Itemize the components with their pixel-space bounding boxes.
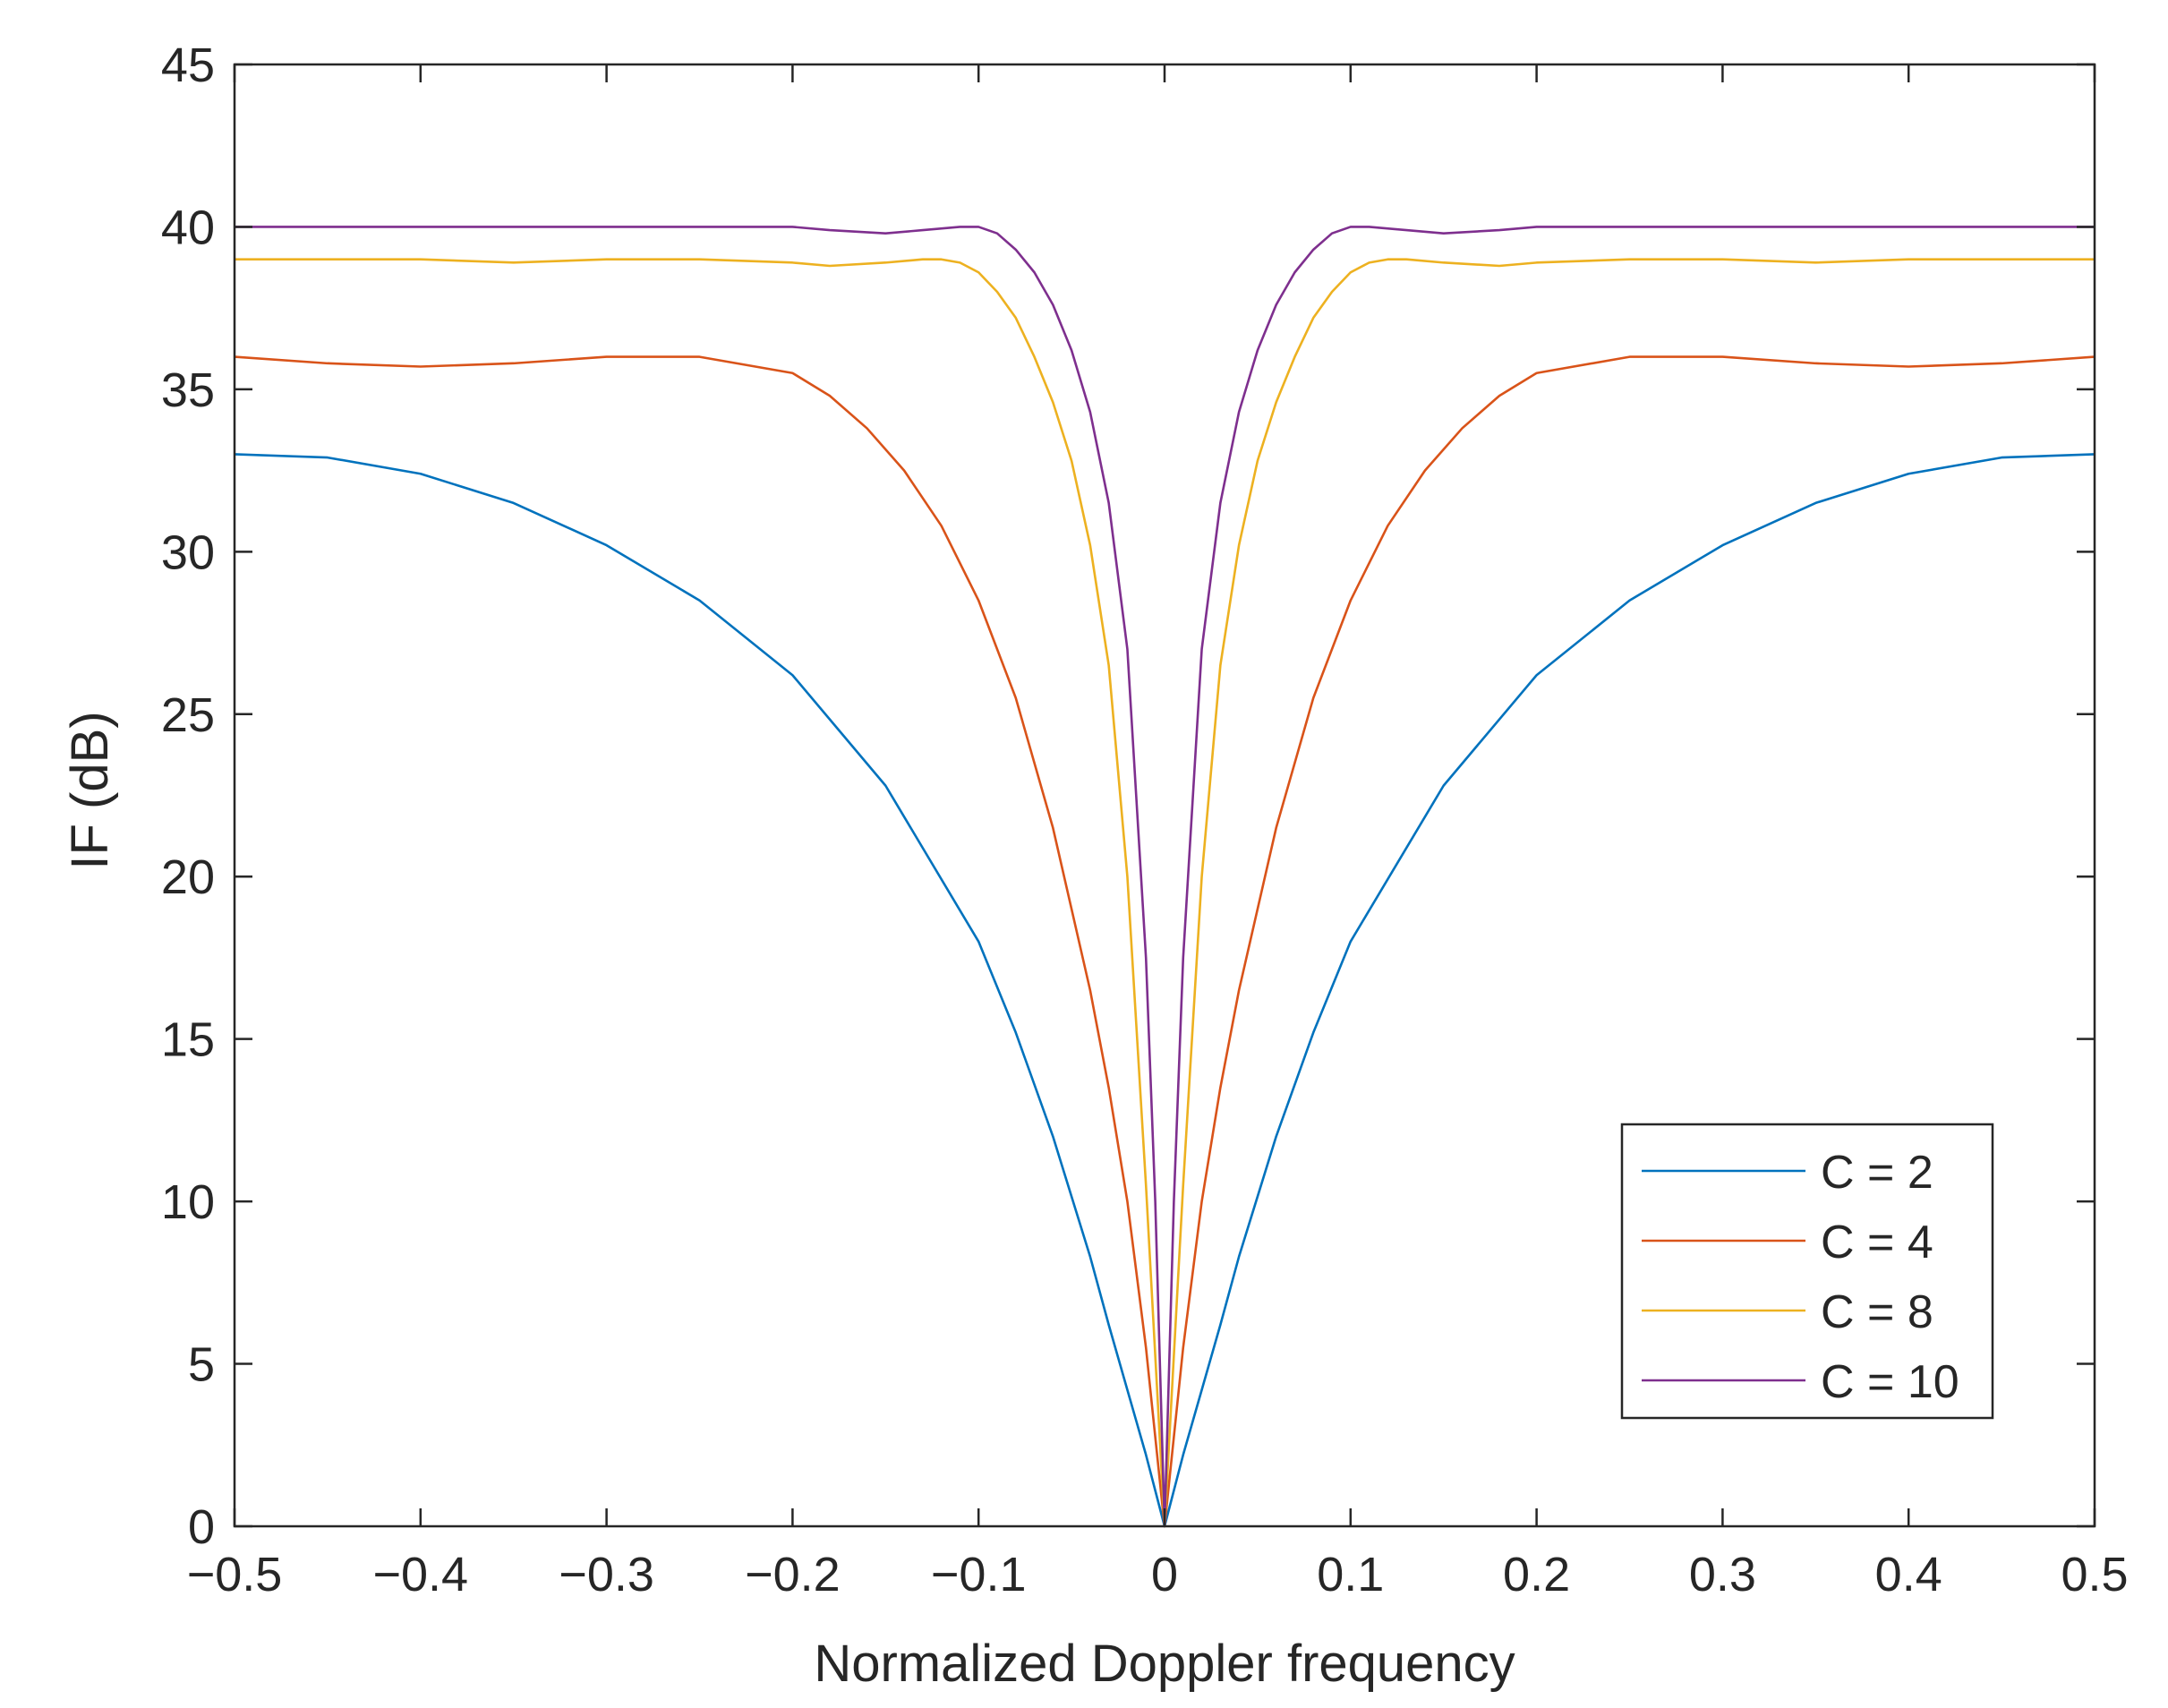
legend-label-2: C = 4	[1821, 1217, 1933, 1268]
y-tick-label: 40	[161, 201, 215, 254]
y-tick-label: 0	[188, 1500, 215, 1554]
y-tick-label: 15	[161, 1013, 215, 1067]
y-tick-label: 30	[161, 525, 215, 579]
y-axis-label: IF (dB)	[61, 711, 119, 869]
legend-label-4: C = 10	[1821, 1356, 1959, 1408]
y-axis-ticks: 0 5 10 15 20 25 30 35 40 45	[161, 38, 2095, 1554]
x-tick-label: 0.2	[1503, 1548, 1570, 1601]
legend-label-1: C = 2	[1821, 1147, 1933, 1199]
x-tick-label: −0.5	[187, 1548, 283, 1601]
x-tick-label: −0.2	[745, 1548, 841, 1601]
y-tick-label: 20	[161, 850, 215, 904]
legend-label-3: C = 8	[1821, 1286, 1933, 1338]
y-tick-label: 10	[161, 1175, 215, 1229]
x-tick-label: 0.1	[1317, 1548, 1384, 1601]
x-tick-label: 0.5	[2061, 1548, 2128, 1601]
x-axis-ticks: −0.5 −0.4 −0.3 −0.2 −0.1 0 0.1 0.2 0.3 0.4 0.5	[187, 64, 2129, 1601]
y-tick-label: 45	[161, 38, 215, 92]
x-tick-label: 0.4	[1875, 1548, 1942, 1601]
x-axis-label: Normalized Doppler frequency	[814, 1635, 1515, 1693]
x-tick-label: −0.4	[372, 1548, 468, 1601]
legend: C = 2 C = 4 C = 8 C = 10	[1620, 1123, 1994, 1420]
x-tick-label: −0.3	[559, 1548, 654, 1601]
y-tick-label: 5	[188, 1338, 215, 1392]
x-tick-label: 0.3	[1689, 1548, 1756, 1601]
x-tick-label: −0.1	[931, 1548, 1027, 1601]
legend-box	[1620, 1123, 1994, 1420]
y-tick-label: 35	[161, 363, 215, 417]
x-tick-label: 0	[1151, 1548, 1178, 1601]
y-tick-label: 25	[161, 688, 215, 742]
